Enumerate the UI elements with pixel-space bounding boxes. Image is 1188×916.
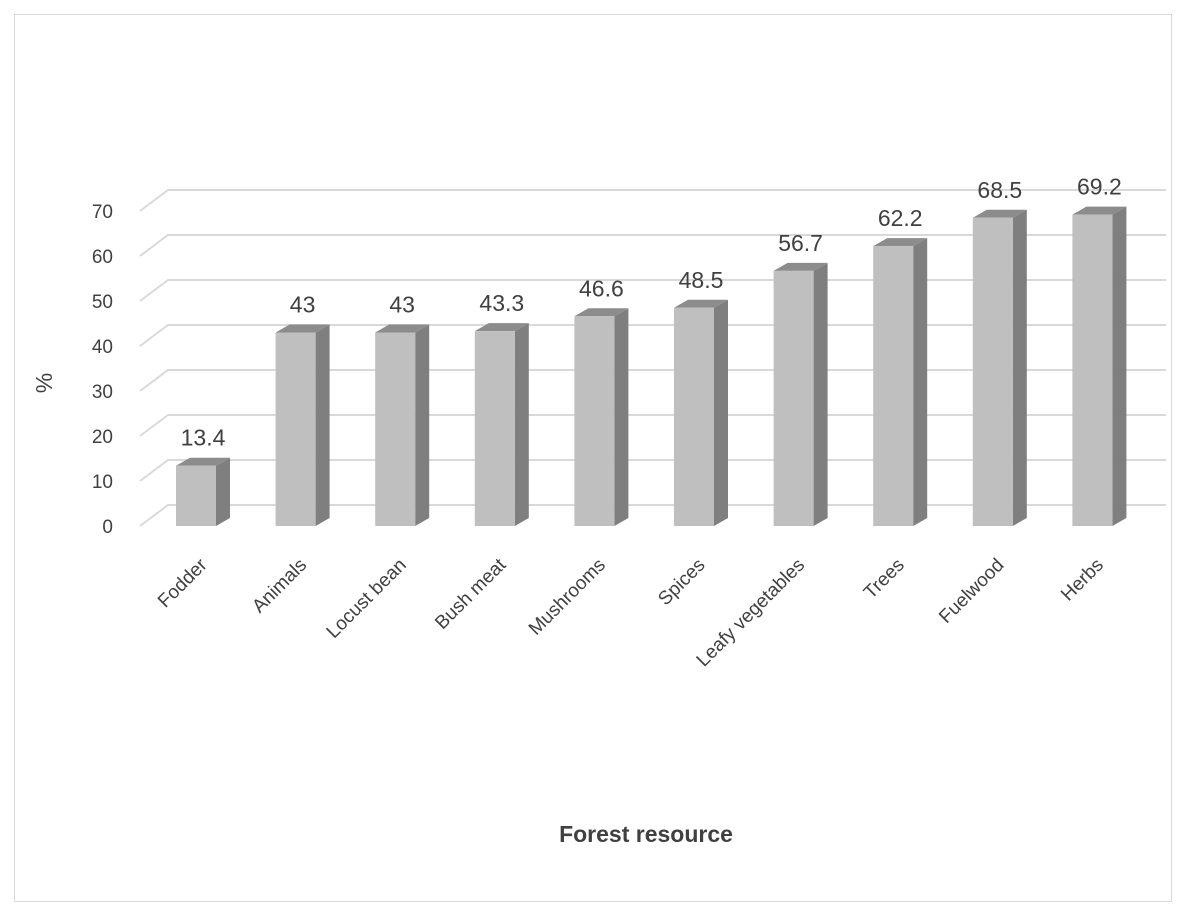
data-label: 43 [290, 292, 316, 318]
bar [474, 331, 515, 526]
x-tick-label: Animals [249, 555, 312, 618]
bar [773, 270, 814, 526]
data-label: 69.2 [1077, 174, 1122, 200]
bar-top [674, 299, 728, 308]
gridline [139, 324, 1166, 347]
bar-top [176, 457, 230, 466]
x-axis-title: Forest resource [559, 821, 733, 847]
bar-side [714, 299, 728, 526]
bar [674, 307, 714, 526]
gridline [139, 189, 1166, 212]
x-tick-label: Leafy vegetables [693, 555, 809, 671]
gridline [139, 459, 1166, 482]
y-tick-label: 30 [92, 382, 113, 403]
data-label: 56.7 [778, 230, 823, 256]
data-label: 68.5 [977, 177, 1022, 203]
bar-side [315, 324, 330, 526]
data-label: 43 [389, 292, 415, 318]
bar [873, 246, 914, 526]
gridline [139, 279, 1166, 302]
y-axis-title: % [31, 373, 57, 393]
y-tick-label: 20 [92, 427, 113, 448]
x-tick-label: Mushrooms [525, 555, 610, 640]
bar [176, 465, 216, 526]
data-label: 43.3 [479, 290, 524, 316]
gridline [139, 504, 1166, 527]
bar-top [474, 323, 529, 332]
y-tick-label: 70 [92, 202, 113, 223]
gridline [139, 369, 1166, 392]
bar-top [873, 238, 928, 247]
bar-side [216, 457, 230, 526]
bar-top [773, 262, 828, 271]
bar-top [275, 324, 330, 333]
x-tick-label: Bush meat [431, 554, 511, 634]
data-label: 46.6 [579, 275, 624, 301]
data-label: 13.4 [181, 425, 226, 451]
x-tick-label: Trees [860, 555, 909, 604]
y-tick-label: 50 [92, 292, 113, 313]
bar-top [574, 308, 629, 317]
y-tick-label: 40 [92, 337, 113, 358]
bar [972, 217, 1013, 526]
y-tick-label: 0 [102, 517, 113, 538]
bar-top [375, 324, 430, 333]
bar-side [1012, 209, 1027, 526]
y-tick-label: 10 [92, 472, 113, 493]
gridline [139, 234, 1166, 257]
x-tick-label: Herbs [1057, 555, 1108, 606]
y-tick-label: 60 [92, 247, 113, 268]
bar [375, 332, 416, 526]
bar-side [614, 308, 629, 526]
data-label: 48.5 [679, 267, 724, 293]
gridline [139, 414, 1166, 437]
bar-side [514, 323, 529, 526]
bar-side [913, 238, 928, 526]
x-tick-label: Fuelwood [935, 555, 1008, 628]
bar [1072, 214, 1113, 526]
bar-side [813, 262, 828, 526]
bar [574, 316, 615, 526]
bar-side [1112, 206, 1127, 526]
x-tick-label: Spices [654, 555, 709, 610]
bar-top [972, 209, 1027, 218]
bar-side [415, 324, 430, 526]
bar [275, 332, 316, 526]
bar-top [1072, 206, 1127, 215]
x-tick-label: Locust bean [323, 555, 411, 643]
data-label: 62.2 [878, 205, 923, 231]
x-tick-label: Fodder [154, 554, 212, 612]
